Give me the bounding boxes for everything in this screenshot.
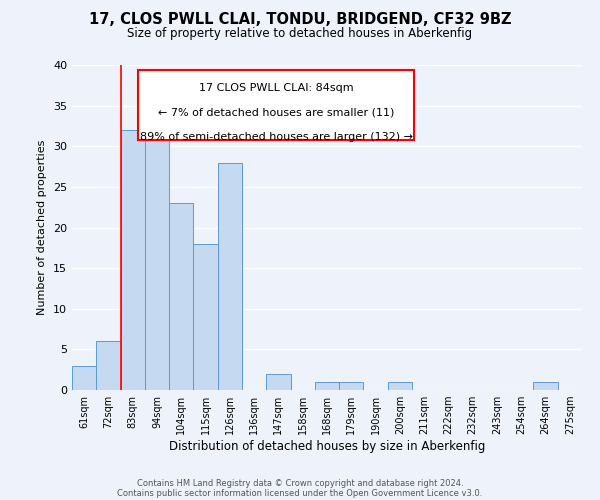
Text: 17, CLOS PWLL CLAI, TONDU, BRIDGEND, CF32 9BZ: 17, CLOS PWLL CLAI, TONDU, BRIDGEND, CF3… xyxy=(89,12,511,28)
Bar xyxy=(121,130,145,390)
Bar xyxy=(96,341,121,390)
Bar xyxy=(218,162,242,390)
Bar xyxy=(388,382,412,390)
Bar xyxy=(145,122,169,390)
Bar xyxy=(339,382,364,390)
Bar xyxy=(169,203,193,390)
Text: 89% of semi-detached houses are larger (132) →: 89% of semi-detached houses are larger (… xyxy=(139,132,413,141)
Text: Contains HM Land Registry data © Crown copyright and database right 2024.: Contains HM Land Registry data © Crown c… xyxy=(137,478,463,488)
Y-axis label: Number of detached properties: Number of detached properties xyxy=(37,140,47,315)
FancyBboxPatch shape xyxy=(139,70,414,140)
Text: Size of property relative to detached houses in Aberkenfig: Size of property relative to detached ho… xyxy=(127,28,473,40)
Text: ← 7% of detached houses are smaller (11): ← 7% of detached houses are smaller (11) xyxy=(158,108,394,117)
X-axis label: Distribution of detached houses by size in Aberkenfig: Distribution of detached houses by size … xyxy=(169,440,485,453)
Bar xyxy=(72,366,96,390)
Text: Contains public sector information licensed under the Open Government Licence v3: Contains public sector information licen… xyxy=(118,488,482,498)
Bar xyxy=(533,382,558,390)
Bar xyxy=(315,382,339,390)
Bar xyxy=(193,244,218,390)
Text: 17 CLOS PWLL CLAI: 84sqm: 17 CLOS PWLL CLAI: 84sqm xyxy=(199,83,353,93)
Bar xyxy=(266,374,290,390)
